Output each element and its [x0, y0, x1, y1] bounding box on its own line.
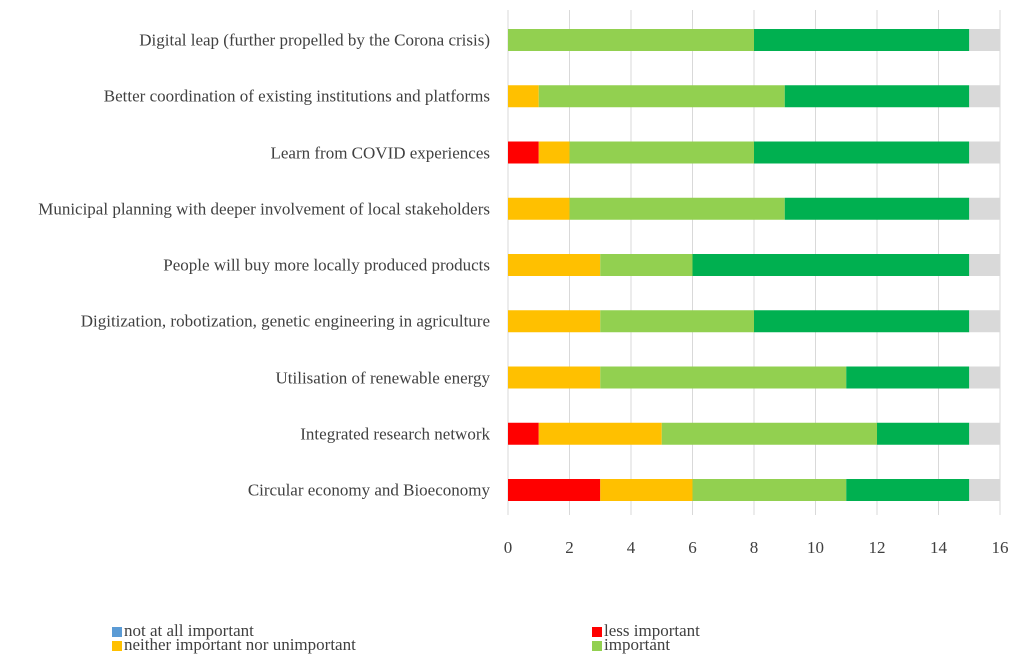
- bar-segment: [692, 254, 970, 276]
- x-tick-label: 0: [504, 538, 513, 557]
- bar-segment: [969, 85, 1000, 108]
- category-text: Digitization, robotization, genetic engi…: [80, 311, 490, 331]
- category-label: Better coordination of existing institut…: [0, 85, 490, 108]
- category-text: Utilisation of renewable energy: [275, 368, 490, 387]
- bar-segment: [600, 366, 847, 389]
- bar-segment: [969, 479, 1000, 501]
- bar-segment: [508, 85, 539, 108]
- bar-segment: [969, 366, 1000, 389]
- bar-segment: [754, 310, 970, 333]
- bar-segment: [784, 85, 970, 108]
- bar-segment: [969, 197, 1000, 220]
- category-text: Better coordination of existing institut…: [103, 86, 490, 106]
- bar-segment: [661, 422, 877, 445]
- bar-segment: [508, 310, 601, 333]
- bar-segment: [846, 479, 970, 501]
- legend-label: neither important nor unimportant: [124, 635, 356, 654]
- bar-segment: [877, 422, 970, 445]
- category-label: Utilisation of renewable energy: [0, 366, 490, 389]
- bar-segment: [508, 366, 601, 389]
- x-tick-label: 6: [688, 538, 697, 557]
- bar-segment: [508, 479, 601, 501]
- x-tick-label: 4: [627, 538, 636, 557]
- legend-swatch: [592, 641, 602, 651]
- bar-segment: [692, 479, 847, 501]
- bar-segment: [508, 29, 754, 51]
- bar-segment: [969, 29, 1000, 51]
- bar-segment: [538, 141, 570, 164]
- legend-label: not at all important: [124, 621, 254, 640]
- legend-swatch: [112, 627, 122, 637]
- bar-segment: [569, 197, 785, 220]
- x-tick-label: 8: [750, 538, 759, 557]
- legend-swatch: [112, 641, 122, 651]
- bar-segment: [754, 29, 970, 51]
- bar-segment: [969, 422, 1000, 445]
- category-label: People will buy more locally produced pr…: [0, 254, 490, 277]
- bar-segment: [508, 422, 539, 445]
- bar-segment: [600, 310, 754, 333]
- bar-segment: [600, 479, 693, 501]
- bar-segment: [846, 366, 970, 389]
- x-tick-label: 10: [807, 538, 824, 557]
- legend-swatch: [592, 627, 602, 637]
- category-text: Circular economy and Bioeconomy: [247, 480, 490, 500]
- bar-segment: [569, 141, 754, 164]
- bar-segment: [508, 141, 539, 164]
- category-text: Learn from COVID experiences: [270, 143, 491, 162]
- legend-label: less important: [604, 621, 700, 640]
- x-tick-label: 16: [992, 538, 1009, 557]
- bar-segment: [508, 197, 570, 220]
- category-label: Learn from COVID experiences: [0, 141, 491, 164]
- category-text: People will buy more locally produced pr…: [163, 255, 490, 275]
- bar-segment: [969, 310, 1000, 333]
- x-tick-label: 12: [869, 538, 886, 557]
- category-label: Digital leap (further propelled by the C…: [0, 29, 490, 52]
- category-text: Digital leap (further propelled by the C…: [139, 30, 490, 50]
- bar-segment: [600, 254, 693, 276]
- bar-segment: [754, 141, 970, 164]
- category-label: Integrated research network: [0, 422, 490, 445]
- category-label: Circular economy and Bioeconomy: [0, 479, 490, 502]
- bar-segment: [508, 254, 601, 276]
- category-label: Municipal planning with deeper involveme…: [0, 197, 490, 220]
- x-tick-label: 2: [565, 538, 574, 557]
- bar-segment: [969, 141, 1000, 164]
- bar-segment: [784, 197, 970, 220]
- bar-segment: [538, 422, 662, 445]
- bar-segment: [538, 85, 785, 108]
- category-text: Municipal planning with deeper involveme…: [38, 199, 490, 219]
- category-label: Digitization, robotization, genetic engi…: [0, 310, 490, 333]
- category-text: Integrated research network: [300, 424, 490, 444]
- x-tick-label: 14: [930, 538, 948, 557]
- legend-label: important: [604, 635, 670, 654]
- bar-segment: [969, 254, 1000, 276]
